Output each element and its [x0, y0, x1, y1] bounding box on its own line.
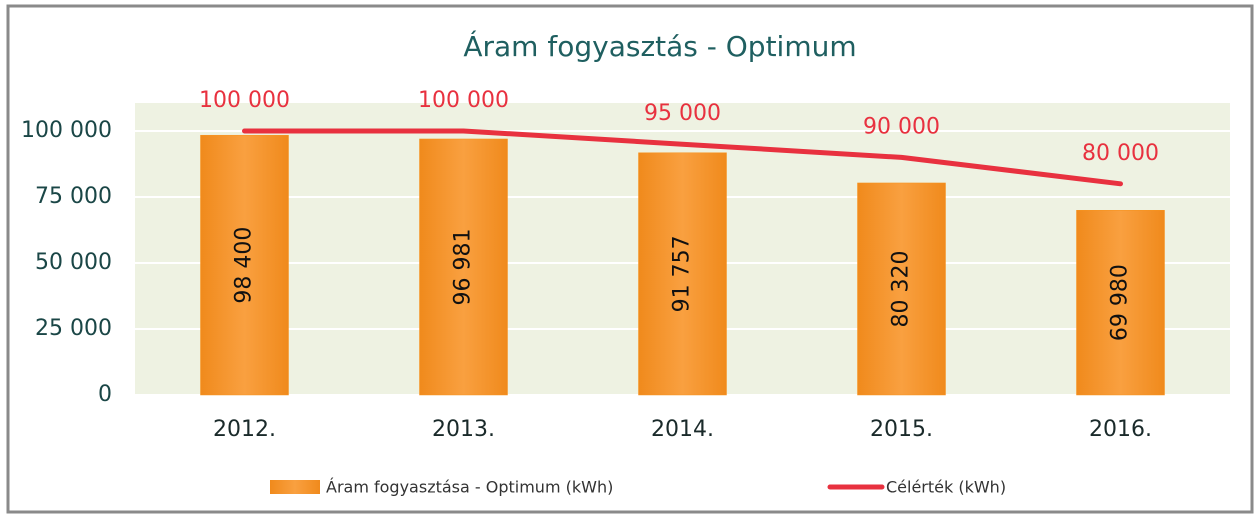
chart-title: Áram fogyasztás - Optimum [463, 29, 856, 63]
bar [419, 138, 508, 396]
legend-label: Áram fogyasztása - Optimum (kWh) [326, 478, 613, 497]
legend-label: Célérték (kWh) [886, 478, 1006, 497]
x-tick-label: 2016. [1089, 417, 1152, 442]
bar-value-label: 98 400 [232, 227, 257, 304]
bar [638, 152, 727, 396]
bar [857, 182, 946, 396]
x-tick-label: 2015. [870, 417, 933, 442]
y-tick-label: 50 000 [35, 250, 112, 275]
bar [200, 134, 289, 396]
line-value-label: 95 000 [644, 101, 721, 126]
bar [1076, 210, 1165, 396]
bar-value-label: 69 980 [1108, 264, 1133, 341]
x-tick-label: 2014. [651, 417, 714, 442]
x-tick-label: 2013. [432, 417, 495, 442]
legend-swatch [270, 480, 320, 494]
y-tick-label: 0 [98, 382, 112, 407]
line-value-label: 90 000 [863, 114, 940, 139]
y-tick-label: 100 000 [21, 118, 112, 143]
line-value-label: 100 000 [199, 88, 290, 113]
bar-value-label: 91 757 [670, 235, 695, 312]
y-tick-label: 75 000 [35, 184, 112, 209]
y-tick-label: 25 000 [35, 316, 112, 341]
x-tick-label: 2012. [213, 417, 276, 442]
line-value-label: 100 000 [418, 88, 509, 113]
bar-value-label: 80 320 [889, 250, 914, 327]
bar-value-label: 96 981 [451, 228, 476, 305]
line-value-label: 80 000 [1082, 141, 1159, 166]
target-line [242, 128, 1123, 187]
